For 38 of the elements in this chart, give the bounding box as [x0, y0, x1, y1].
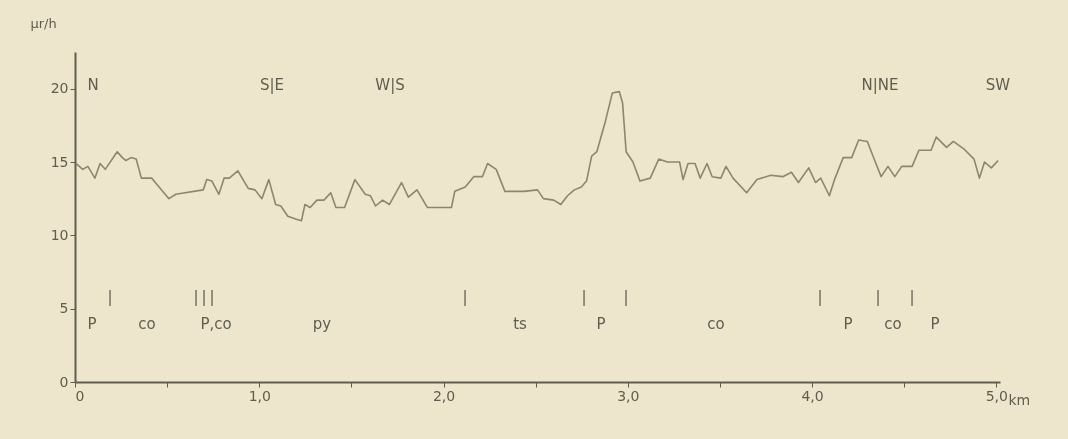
x-tick-label: 4,0	[801, 387, 824, 404]
y-tick-label: 0	[59, 373, 69, 390]
x-axis-title: km	[1008, 391, 1031, 408]
annotation: |	[462, 288, 468, 306]
y-tick-label: 5	[59, 300, 69, 317]
annotation: W|S	[375, 76, 405, 94]
x-tick-label: 1,0	[248, 387, 271, 404]
x-tick-label: 2,0	[432, 387, 456, 404]
annotation: ts	[513, 315, 528, 333]
annotation: |	[909, 288, 915, 306]
annotation: P,co	[200, 315, 232, 333]
annotation: P	[930, 315, 940, 333]
annotation: co	[138, 315, 156, 333]
annotation: |	[581, 288, 587, 306]
annotation: py	[312, 315, 332, 333]
y-tick-label: 20	[50, 80, 69, 97]
x-tick-label: 0	[75, 387, 85, 404]
x-tick-label: 3,0	[617, 387, 640, 404]
annotation: |	[623, 288, 629, 306]
annotation: SW	[985, 76, 1011, 94]
annotation: N	[87, 76, 99, 94]
annotation: co	[884, 315, 902, 333]
annotation: |	[817, 288, 823, 306]
annotation: P	[87, 315, 97, 333]
y-tick-label: 10	[50, 226, 69, 243]
annotation: P	[596, 315, 606, 333]
x-tick-label: 5,0	[985, 387, 1008, 404]
annotation: P	[843, 315, 853, 333]
annotation: N|NE	[861, 76, 899, 94]
annotation: |	[875, 288, 881, 306]
annotation: S|E	[259, 76, 285, 94]
annotation: |	[193, 288, 199, 306]
y-axis-title: µr/h	[30, 15, 57, 31]
annotation: |	[209, 288, 215, 306]
annotation: co	[707, 315, 725, 333]
y-tick-label: 15	[50, 153, 69, 170]
annotation: |	[107, 288, 113, 306]
annotation: |	[201, 288, 207, 306]
